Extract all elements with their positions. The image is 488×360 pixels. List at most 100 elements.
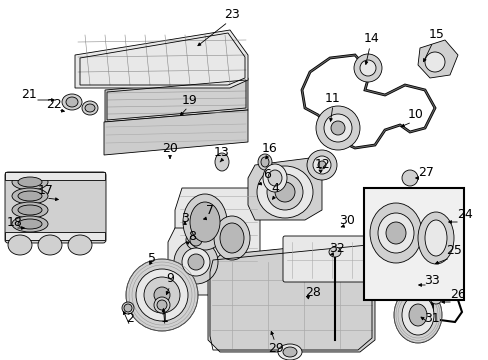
Text: 10: 10: [407, 108, 423, 122]
Ellipse shape: [12, 188, 48, 204]
Polygon shape: [417, 40, 457, 78]
Ellipse shape: [353, 54, 381, 82]
Ellipse shape: [124, 304, 132, 312]
Polygon shape: [247, 158, 321, 220]
Ellipse shape: [136, 269, 187, 321]
Text: 31: 31: [423, 311, 439, 324]
Ellipse shape: [408, 278, 426, 292]
Text: 3: 3: [181, 211, 188, 225]
Ellipse shape: [424, 220, 446, 256]
Ellipse shape: [18, 191, 42, 201]
Text: 28: 28: [305, 285, 320, 298]
Polygon shape: [105, 78, 247, 122]
Ellipse shape: [220, 223, 244, 253]
Bar: [363, 188, 463, 300]
Ellipse shape: [154, 287, 170, 303]
Text: 22: 22: [46, 99, 62, 112]
Ellipse shape: [214, 216, 249, 260]
Ellipse shape: [369, 203, 421, 263]
Ellipse shape: [424, 52, 444, 72]
Bar: [5, 232, 105, 240]
Text: 30: 30: [338, 213, 354, 226]
Ellipse shape: [359, 60, 375, 76]
Ellipse shape: [257, 166, 312, 218]
Ellipse shape: [324, 114, 351, 142]
Text: 25: 25: [445, 243, 461, 256]
Text: 17: 17: [38, 184, 54, 197]
Ellipse shape: [258, 154, 271, 170]
Text: 4: 4: [270, 181, 278, 194]
Text: 14: 14: [364, 31, 379, 45]
Ellipse shape: [68, 235, 92, 255]
Text: 6: 6: [263, 168, 270, 181]
Ellipse shape: [190, 202, 220, 242]
FancyBboxPatch shape: [283, 236, 374, 282]
Text: 33: 33: [423, 274, 439, 287]
Polygon shape: [104, 110, 247, 155]
Text: 11: 11: [325, 91, 340, 104]
Ellipse shape: [315, 106, 359, 150]
Polygon shape: [207, 240, 374, 352]
Ellipse shape: [12, 202, 48, 218]
Text: 21: 21: [21, 89, 37, 102]
Ellipse shape: [174, 240, 218, 284]
Ellipse shape: [12, 216, 48, 232]
Ellipse shape: [312, 156, 330, 174]
Ellipse shape: [62, 94, 82, 110]
Polygon shape: [168, 228, 224, 295]
Ellipse shape: [18, 177, 42, 187]
Polygon shape: [75, 30, 247, 88]
Ellipse shape: [12, 174, 48, 190]
Ellipse shape: [126, 259, 198, 331]
Ellipse shape: [317, 161, 325, 169]
Bar: [5, 172, 105, 180]
Ellipse shape: [215, 153, 228, 171]
Text: 24: 24: [456, 208, 472, 221]
Text: 13: 13: [214, 145, 229, 158]
Ellipse shape: [393, 287, 441, 343]
Text: 5: 5: [148, 252, 156, 265]
Ellipse shape: [266, 174, 303, 210]
Ellipse shape: [157, 300, 167, 310]
Ellipse shape: [182, 248, 209, 276]
Ellipse shape: [18, 219, 42, 229]
Ellipse shape: [185, 230, 205, 250]
Ellipse shape: [429, 292, 441, 304]
Ellipse shape: [401, 170, 417, 186]
Ellipse shape: [82, 101, 98, 115]
Text: 27: 27: [417, 166, 433, 179]
Text: 23: 23: [224, 9, 240, 22]
Text: 19: 19: [182, 94, 198, 107]
Ellipse shape: [267, 170, 282, 186]
Ellipse shape: [8, 235, 32, 255]
Ellipse shape: [263, 164, 286, 192]
Ellipse shape: [278, 344, 302, 360]
Ellipse shape: [66, 97, 78, 107]
Text: 7: 7: [205, 203, 214, 216]
Ellipse shape: [143, 277, 180, 313]
Text: 16: 16: [262, 141, 277, 154]
Text: 2: 2: [126, 311, 134, 324]
Text: 8: 8: [187, 230, 196, 243]
Ellipse shape: [330, 121, 345, 135]
Ellipse shape: [261, 157, 268, 167]
FancyBboxPatch shape: [5, 172, 106, 243]
Ellipse shape: [154, 297, 170, 313]
Polygon shape: [175, 188, 260, 280]
Text: 20: 20: [162, 141, 178, 154]
Ellipse shape: [401, 295, 433, 335]
Text: 12: 12: [314, 158, 330, 171]
Ellipse shape: [85, 104, 95, 112]
Ellipse shape: [377, 213, 413, 253]
Text: 26: 26: [449, 288, 465, 302]
Ellipse shape: [190, 234, 202, 246]
Ellipse shape: [385, 222, 405, 244]
Ellipse shape: [18, 205, 42, 215]
Ellipse shape: [328, 247, 340, 257]
Ellipse shape: [306, 150, 336, 180]
Text: 15: 15: [428, 28, 444, 41]
Ellipse shape: [429, 252, 445, 264]
Text: 9: 9: [166, 271, 174, 284]
Ellipse shape: [283, 347, 296, 357]
Text: 1: 1: [161, 311, 168, 324]
